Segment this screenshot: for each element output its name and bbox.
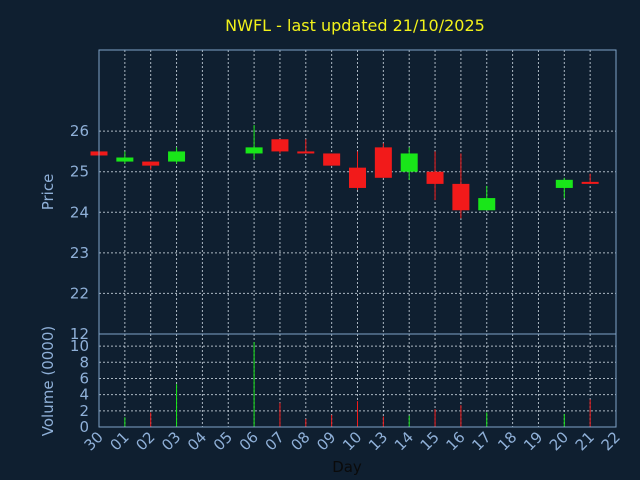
candle-body: [271, 139, 289, 152]
price-y-tick-label: 23: [70, 244, 89, 262]
candle-body: [142, 161, 160, 166]
candle-body: [478, 198, 496, 211]
candle-body: [555, 179, 573, 188]
candle-body: [581, 181, 599, 184]
candle-body: [297, 151, 315, 154]
candle-body: [323, 153, 341, 166]
volume-bars: [98, 342, 591, 427]
price-y-tick-label: 22: [70, 284, 89, 302]
volume-y-tick-label: 2: [79, 402, 89, 420]
candle-body: [426, 171, 444, 184]
candle-body: [374, 147, 392, 178]
volume-y-tick-label: 8: [79, 353, 89, 371]
candle-body: [452, 183, 470, 211]
volume-y-tick-label: 6: [79, 369, 89, 387]
price-axis-label: Price: [39, 174, 57, 211]
candle-body: [245, 147, 263, 154]
price-y-tick-label: 25: [70, 163, 89, 181]
candle-body: [168, 151, 186, 162]
volume-top-tick-label: 12: [70, 325, 89, 343]
volume-y-tick-label: 0: [79, 418, 89, 436]
price-panel: 22 23 24 25 26: [70, 49, 617, 335]
volume-axis-label: Volume (0000): [39, 326, 57, 436]
candle-body: [400, 153, 418, 172]
x-axis-label: Day: [332, 458, 362, 476]
candle-body: [349, 167, 366, 188]
price-y-tick-label: 24: [70, 203, 89, 221]
candle-body: [116, 157, 134, 162]
price-y-tick-labels: 22 23 24 25 26: [70, 122, 89, 302]
price-candles: [90, 125, 599, 219]
volume-panel-frame: [98, 333, 617, 428]
price-y-tick-label: 26: [70, 122, 89, 140]
chart-title: NWFL - last updated 21/10/2025: [225, 16, 485, 35]
volume-y-tick-label: 10: [70, 337, 89, 355]
volume-y-tick-label: 4: [79, 386, 89, 404]
